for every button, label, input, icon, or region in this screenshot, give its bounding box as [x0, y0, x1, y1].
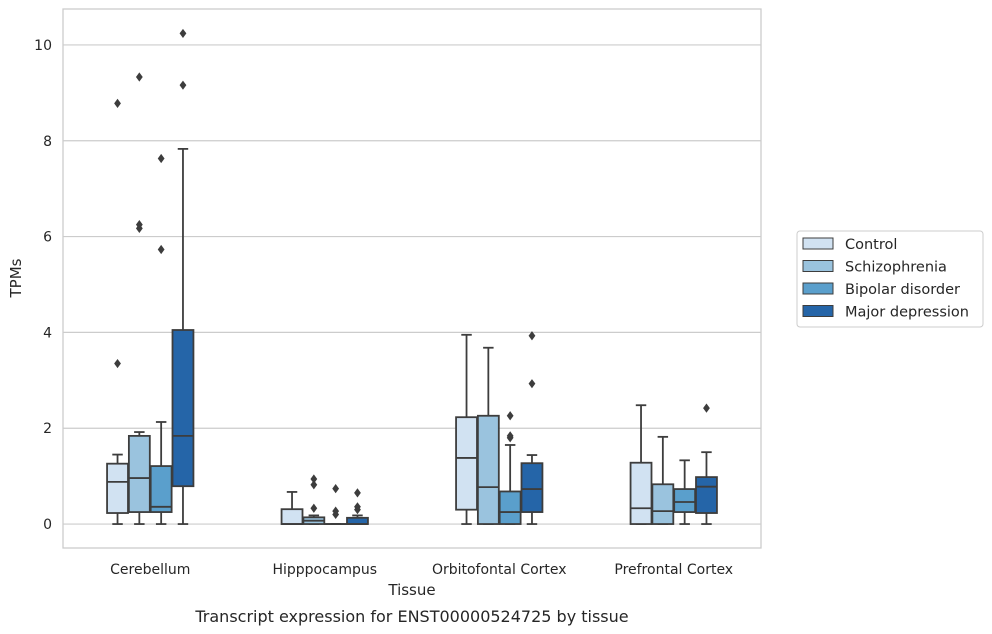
outlier-point: [179, 28, 187, 39]
outlier-point: [506, 431, 514, 441]
y-tick-labels: 0 2 4 6 8 10: [34, 38, 52, 533]
box-bipolar-disorder: [673, 459, 697, 525]
legend-label: Schizophrenia: [845, 260, 947, 276]
y-tick-label: 0: [43, 517, 52, 533]
outlier-point: [332, 483, 340, 494]
x-tick-label: Prefrontal Cortex: [614, 562, 733, 578]
iqr-box: [280, 508, 304, 525]
outlier-point: [114, 358, 121, 369]
box-bipolar-disorder: [149, 153, 173, 525]
chart-caption: Transcript expression for ENST0000052472…: [194, 607, 628, 626]
legend-swatch: [802, 282, 834, 295]
outlier-point: [703, 403, 710, 413]
box-schizophrenia: [302, 474, 326, 525]
outlier-point: [332, 506, 340, 516]
y-tick-label: 2: [43, 421, 52, 437]
box-major-depression: [520, 331, 544, 525]
outlier-point: [528, 379, 536, 389]
box-control: [455, 333, 478, 525]
outlier-point: [114, 98, 121, 108]
legend-swatch: [802, 237, 834, 250]
iqr-box: [629, 461, 653, 525]
iqr-box: [106, 462, 129, 514]
box-bipolar-disorder: [324, 483, 348, 525]
iqr-box: [149, 465, 173, 513]
iqr-box: [520, 462, 544, 513]
outlier-point: [179, 80, 187, 90]
box-control: [106, 98, 129, 525]
y-tick-label: 8: [43, 134, 52, 150]
outlier-point: [135, 72, 143, 82]
outlier-point: [135, 220, 143, 230]
x-tick-label: Hipppocampus: [272, 562, 377, 578]
x-tick-label: Orbitofontal Cortex: [432, 562, 567, 578]
y-tick-label: 10: [34, 38, 52, 54]
outlier-point: [310, 503, 318, 513]
iqr-box: [498, 490, 522, 525]
x-tick-label: Cerebellum: [110, 562, 190, 578]
outlier-point: [157, 244, 165, 255]
legend-label: Major depression: [845, 305, 969, 321]
iqr-box: [127, 434, 151, 513]
outlier-point: [157, 153, 165, 164]
outlier-point: [506, 411, 514, 421]
x-tick-labels: Cerebellum Hipppocampus Orbitofontal Corte…: [110, 562, 733, 578]
legend-swatch: [802, 305, 834, 317]
box-control: [629, 404, 653, 525]
outlier-point: [354, 488, 361, 498]
box-major-depression: [171, 28, 195, 525]
outlier-point: [528, 331, 536, 341]
box-major-depression: [346, 488, 369, 525]
y-tick-label: 4: [43, 325, 52, 341]
legend-swatch: [802, 260, 834, 272]
iqr-box: [171, 329, 195, 488]
legend-frame: [796, 230, 984, 328]
legend-label: Bipolar disorder: [845, 282, 960, 298]
y-axis-label: TPMs: [7, 258, 25, 298]
iqr-box: [695, 476, 718, 514]
iqr-box: [651, 483, 675, 525]
plot-frame: [62, 8, 762, 549]
boxes: [106, 28, 718, 525]
iqr-box: [673, 488, 697, 513]
y-tick-label: 6: [43, 230, 52, 246]
legend-label: Control: [845, 237, 897, 253]
box-schizophrenia: [476, 346, 500, 525]
iqr-box: [455, 416, 478, 511]
iqr-box: [476, 414, 500, 525]
legend-items: Control Schizophrenia Bipolar disorder Majo…: [802, 237, 969, 321]
legend: Control Schizophrenia Bipolar disorder Majo…: [796, 230, 984, 328]
box-major-depression: [695, 403, 718, 525]
x-axis-label: Tissue: [387, 581, 435, 599]
outlier-point: [354, 502, 361, 512]
iqr-box: [346, 516, 369, 525]
outlier-point: [310, 474, 318, 484]
box-control: [280, 491, 304, 525]
outlier-point: [310, 480, 318, 490]
